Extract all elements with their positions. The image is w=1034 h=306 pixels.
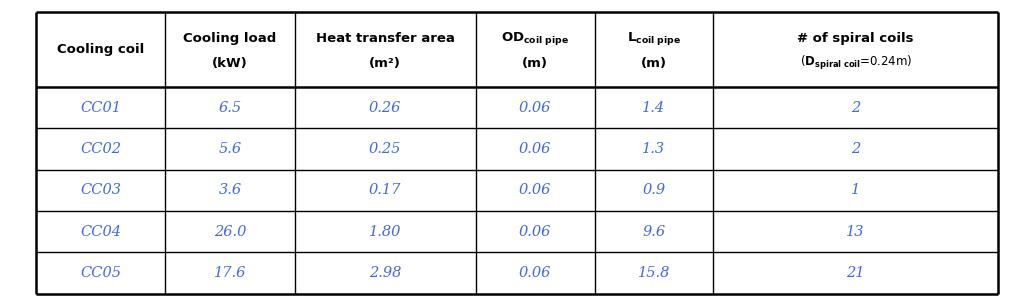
Text: ($\mathbf{D_{spiral\ coil}}$=0.24m): ($\mathbf{D_{spiral\ coil}}$=0.24m) xyxy=(799,54,912,72)
Text: Cooling coil: Cooling coil xyxy=(57,43,145,56)
Text: 0.9: 0.9 xyxy=(642,183,666,197)
Text: (m²): (m²) xyxy=(369,57,401,70)
Text: Cooling load: Cooling load xyxy=(183,32,277,45)
Text: 5.6: 5.6 xyxy=(218,142,242,156)
Text: 0.17: 0.17 xyxy=(369,183,401,197)
Text: (kW): (kW) xyxy=(212,57,248,70)
Text: # of spiral coils: # of spiral coils xyxy=(797,32,914,45)
Text: 0.25: 0.25 xyxy=(369,142,401,156)
Text: (m): (m) xyxy=(641,57,667,70)
Text: 26.0: 26.0 xyxy=(214,225,246,239)
Text: 0.26: 0.26 xyxy=(369,101,401,114)
Text: 2: 2 xyxy=(851,101,860,114)
Text: 2: 2 xyxy=(851,142,860,156)
Text: 2.98: 2.98 xyxy=(369,266,401,280)
Text: $\mathbf{OD_{coil\ pipe}}$: $\mathbf{OD_{coil\ pipe}}$ xyxy=(501,30,569,47)
Text: Heat transfer area: Heat transfer area xyxy=(315,32,455,45)
Text: 17.6: 17.6 xyxy=(214,266,246,280)
Text: 1.3: 1.3 xyxy=(642,142,666,156)
Text: 6.5: 6.5 xyxy=(218,101,242,114)
Text: CC02: CC02 xyxy=(81,142,121,156)
Text: (m): (m) xyxy=(522,57,548,70)
Text: $\mathbf{L_{coil\ pipe}}$: $\mathbf{L_{coil\ pipe}}$ xyxy=(627,30,681,47)
Text: 0.06: 0.06 xyxy=(519,225,551,239)
Text: 13: 13 xyxy=(847,225,864,239)
Text: 3.6: 3.6 xyxy=(218,183,242,197)
Text: 0.06: 0.06 xyxy=(519,266,551,280)
Text: 0.06: 0.06 xyxy=(519,142,551,156)
Text: 0.06: 0.06 xyxy=(519,183,551,197)
Text: 0.06: 0.06 xyxy=(519,101,551,114)
Text: 9.6: 9.6 xyxy=(642,225,666,239)
Text: 1: 1 xyxy=(851,183,860,197)
Text: 21: 21 xyxy=(847,266,864,280)
Text: 1.80: 1.80 xyxy=(369,225,401,239)
Text: CC03: CC03 xyxy=(81,183,121,197)
Text: 1.4: 1.4 xyxy=(642,101,666,114)
Text: CC05: CC05 xyxy=(81,266,121,280)
Text: CC04: CC04 xyxy=(81,225,121,239)
Text: 15.8: 15.8 xyxy=(638,266,670,280)
Text: CC01: CC01 xyxy=(81,101,121,114)
